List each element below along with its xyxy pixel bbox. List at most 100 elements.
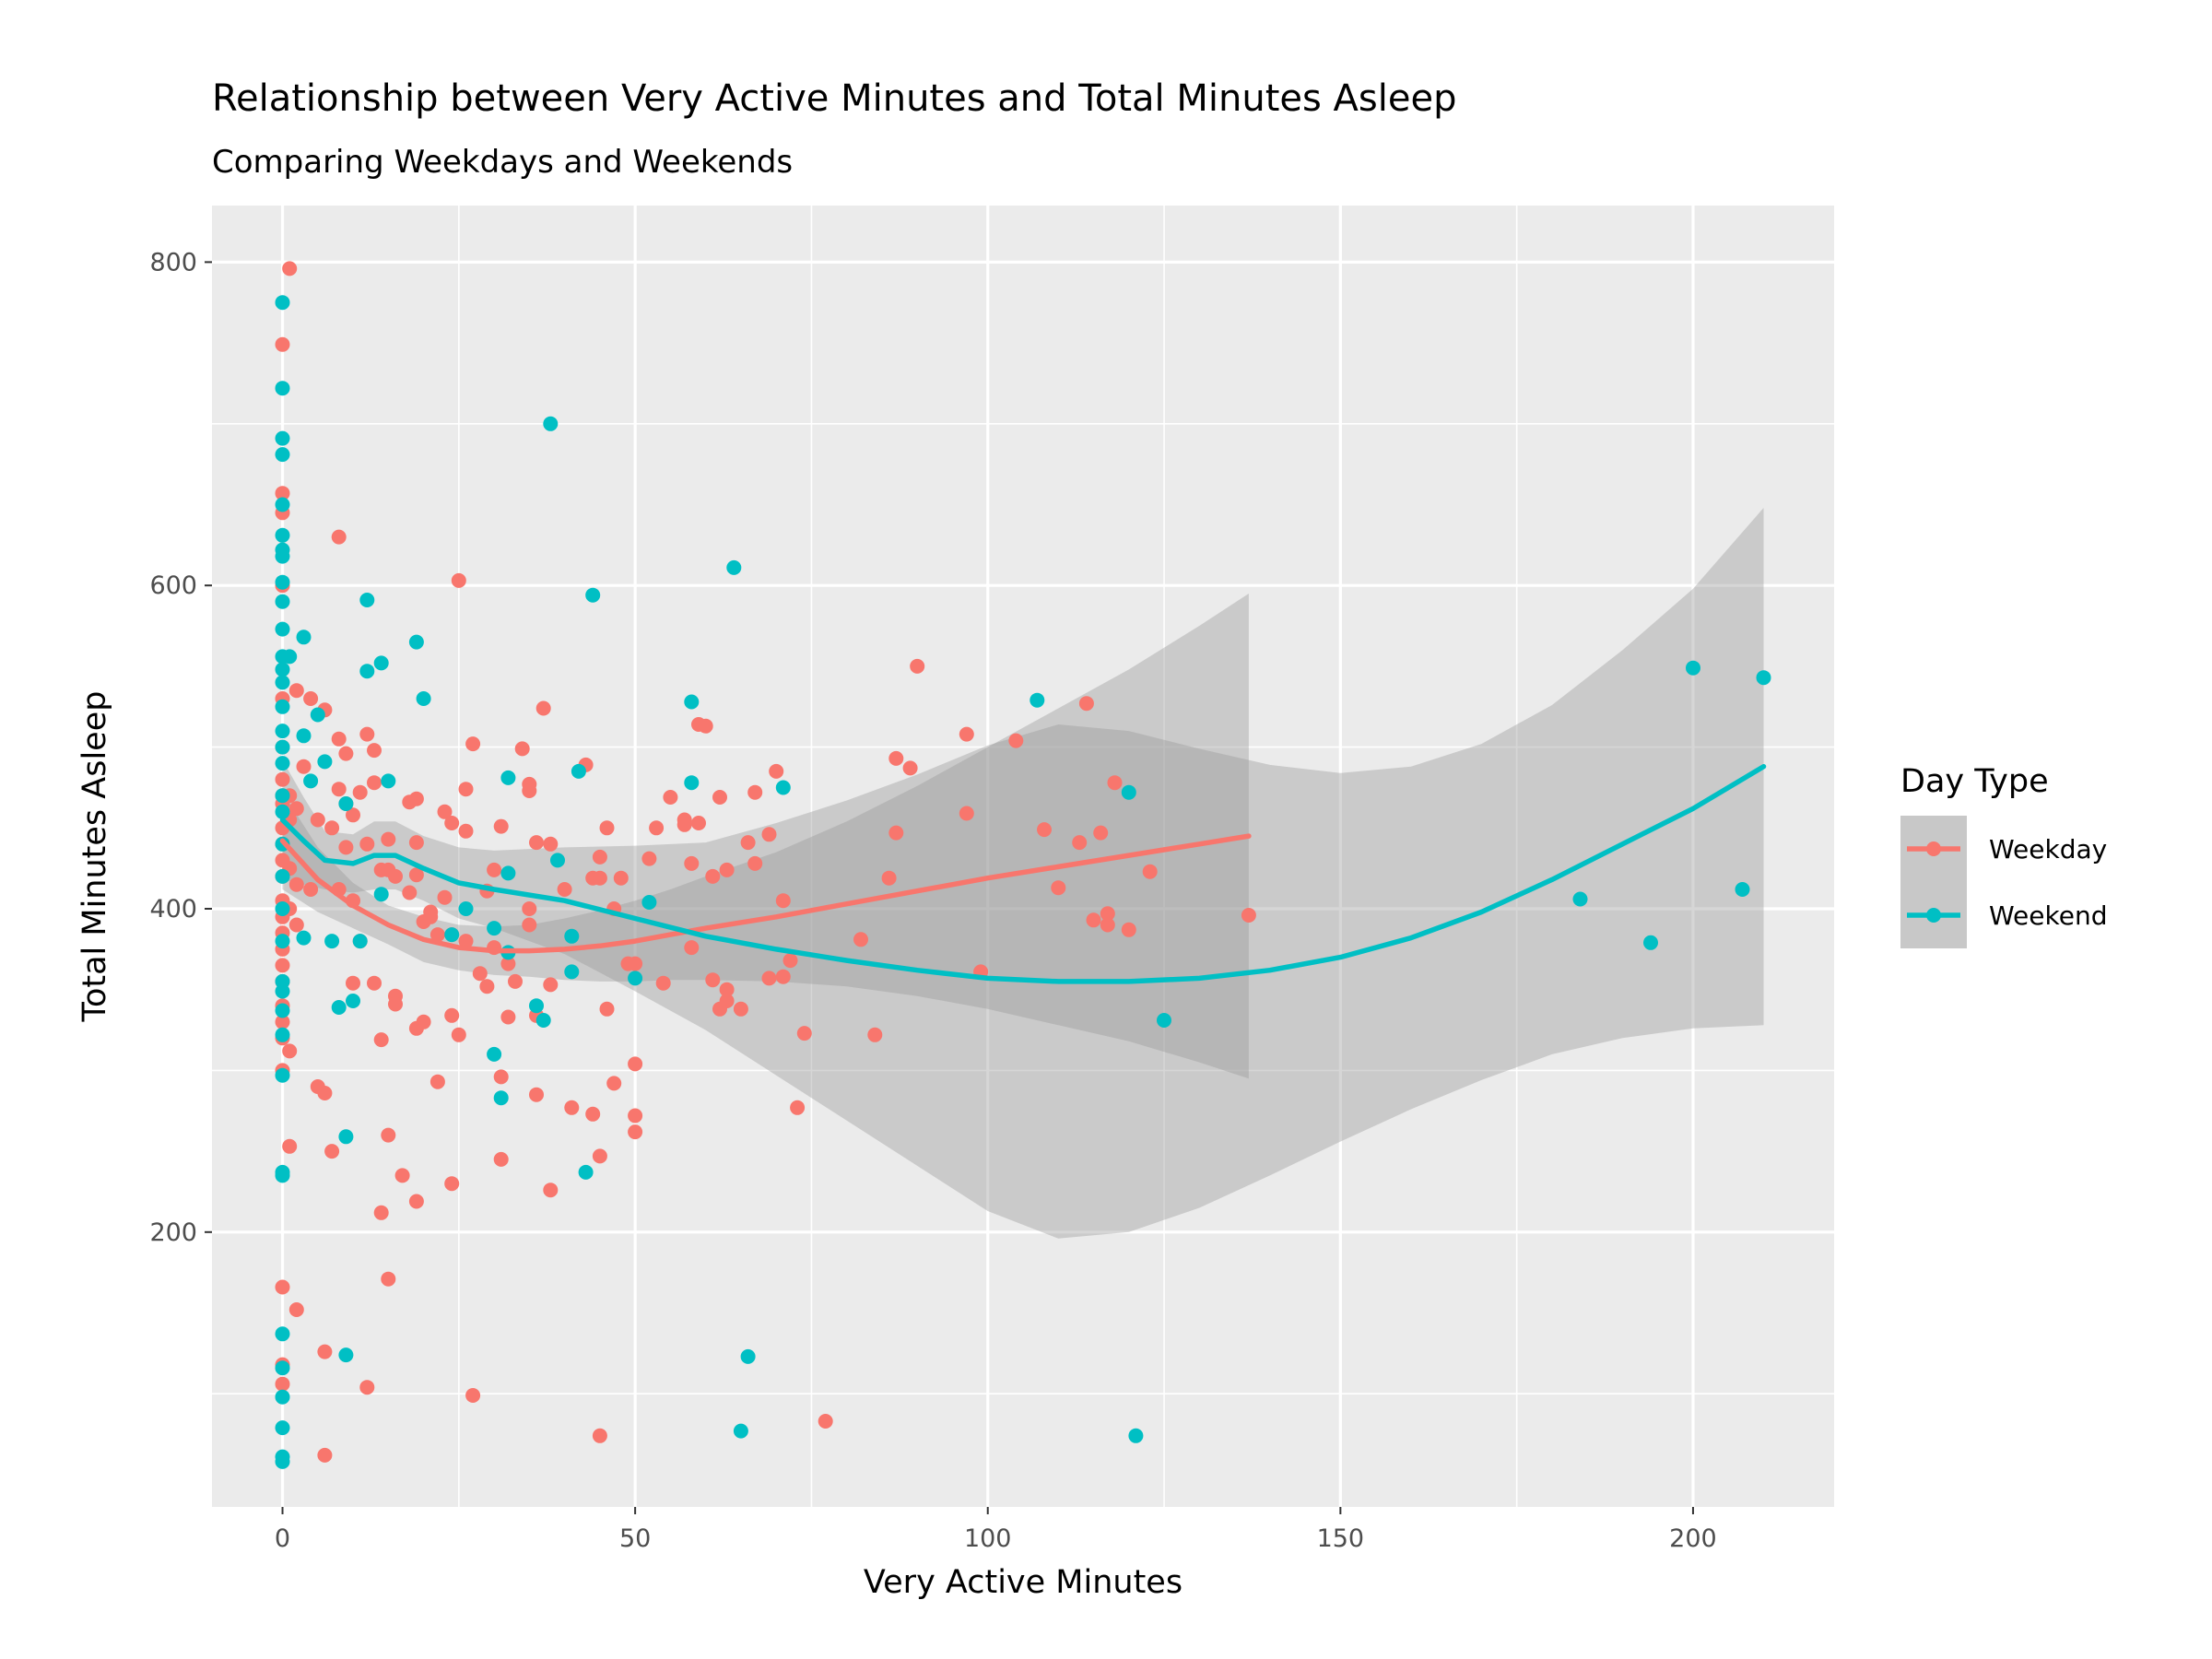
data-point-weekend [684,775,700,791]
data-point-weekday [818,1414,833,1429]
data-point-weekday [628,1124,643,1140]
data-point-weekday [451,1027,466,1042]
data-point-weekday [429,927,445,943]
data-point-weekend [726,559,742,575]
data-point-weekend [1572,891,1588,907]
data-point-weekend [338,796,354,811]
data-point-weekday [493,1151,509,1167]
data-point-weekday [275,486,290,501]
data-point-weekday [1093,825,1109,841]
data-point-weekend [275,1003,290,1018]
data-point-weekend [296,930,312,946]
data-point-weekend [275,675,290,690]
data-point-weekday [282,1043,298,1059]
data-point-weekend [1643,935,1658,950]
data-point-weekday [381,1271,396,1287]
data-point-weekday [1142,864,1158,879]
data-point-weekday [458,782,474,797]
data-point-weekend [733,1423,748,1439]
data-point-weekday [296,759,312,774]
x-axis: 0 50 100 150 200 [275,1507,1717,1553]
x-tick-label: 0 [275,1524,290,1553]
data-point-weekday [522,783,537,798]
data-point-weekend [275,739,290,755]
data-point-weekday [592,870,607,886]
data-point-weekday [514,741,530,757]
data-point-weekday [408,1194,424,1209]
data-point-weekday [881,870,897,886]
data-point-weekend [275,381,290,396]
data-point-weekend [373,655,389,671]
y-tick-label: 400 [149,895,197,924]
data-point-weekday [543,977,559,993]
data-point-weekday [479,979,495,994]
data-point-weekday [684,855,700,871]
data-point-weekday [465,1388,481,1403]
data-point-weekday [543,836,559,852]
data-point-weekday [275,1376,290,1392]
data-point-weekday [522,901,537,916]
data-point-weekday [282,261,298,276]
data-point-weekday [288,877,304,892]
data-point-weekend [324,934,340,949]
scatter-points [275,261,1771,1469]
data-point-weekday [487,862,502,877]
data-point-weekend [684,694,700,710]
data-point-weekday [599,1001,615,1017]
data-point-weekend [331,1000,347,1015]
data-point-weekday [346,807,360,823]
data-point-weekday [408,835,424,851]
data-point-weekend [275,756,290,771]
data-point-weekday [381,1127,396,1143]
data-point-weekday [712,790,727,805]
data-point-weekday [408,867,424,883]
grid-minor-lines [212,206,1834,1507]
data-point-weekday [641,851,657,866]
data-point-weekday [1051,880,1066,896]
data-point-weekend [346,994,360,1008]
data-point-weekday [367,975,382,991]
data-point-weekday [472,966,488,982]
data-point-weekend [571,763,586,779]
data-point-weekday [381,831,396,847]
data-point-weekday [493,818,509,834]
data-point-weekday [331,731,347,747]
data-point-weekend [641,895,657,910]
data-point-weekend [275,574,290,590]
data-point-weekday [592,849,607,865]
data-point-weekday [902,760,918,776]
data-point-weekend [275,295,290,311]
data-point-weekday [338,840,354,855]
data-point-weekend [275,1389,290,1405]
data-point-weekend [282,649,298,665]
data-point-weekday [761,827,777,842]
data-point-weekend [275,594,290,609]
data-point-weekday [388,868,403,884]
data-point-weekday [888,825,904,841]
data-point-weekday [444,1007,460,1023]
data-point-weekday [740,835,756,851]
data-point-weekend [444,927,460,943]
data-point-weekday [535,700,551,716]
data-point-weekday [522,917,537,933]
data-point-weekday [628,1056,643,1072]
data-point-weekday [655,975,671,991]
data-point-weekday [959,726,974,742]
data-point-weekday [769,763,784,779]
plot-panel [212,206,1834,1507]
data-point-weekend [275,934,290,949]
data-point-weekday [451,572,466,588]
data-point-weekday [359,1380,375,1395]
data-point-weekend [275,983,290,999]
data-point-weekday [394,1168,410,1183]
data-point-weekday [529,1087,544,1102]
data-point-weekday [437,804,453,819]
data-point-weekend [1735,882,1750,897]
data-point-weekday [388,996,403,1012]
data-point-weekend [310,707,325,723]
data-point-weekend [585,587,601,603]
data-point-weekend [275,868,290,884]
data-point-weekend [275,497,290,512]
data-point-weekday [867,1027,883,1042]
